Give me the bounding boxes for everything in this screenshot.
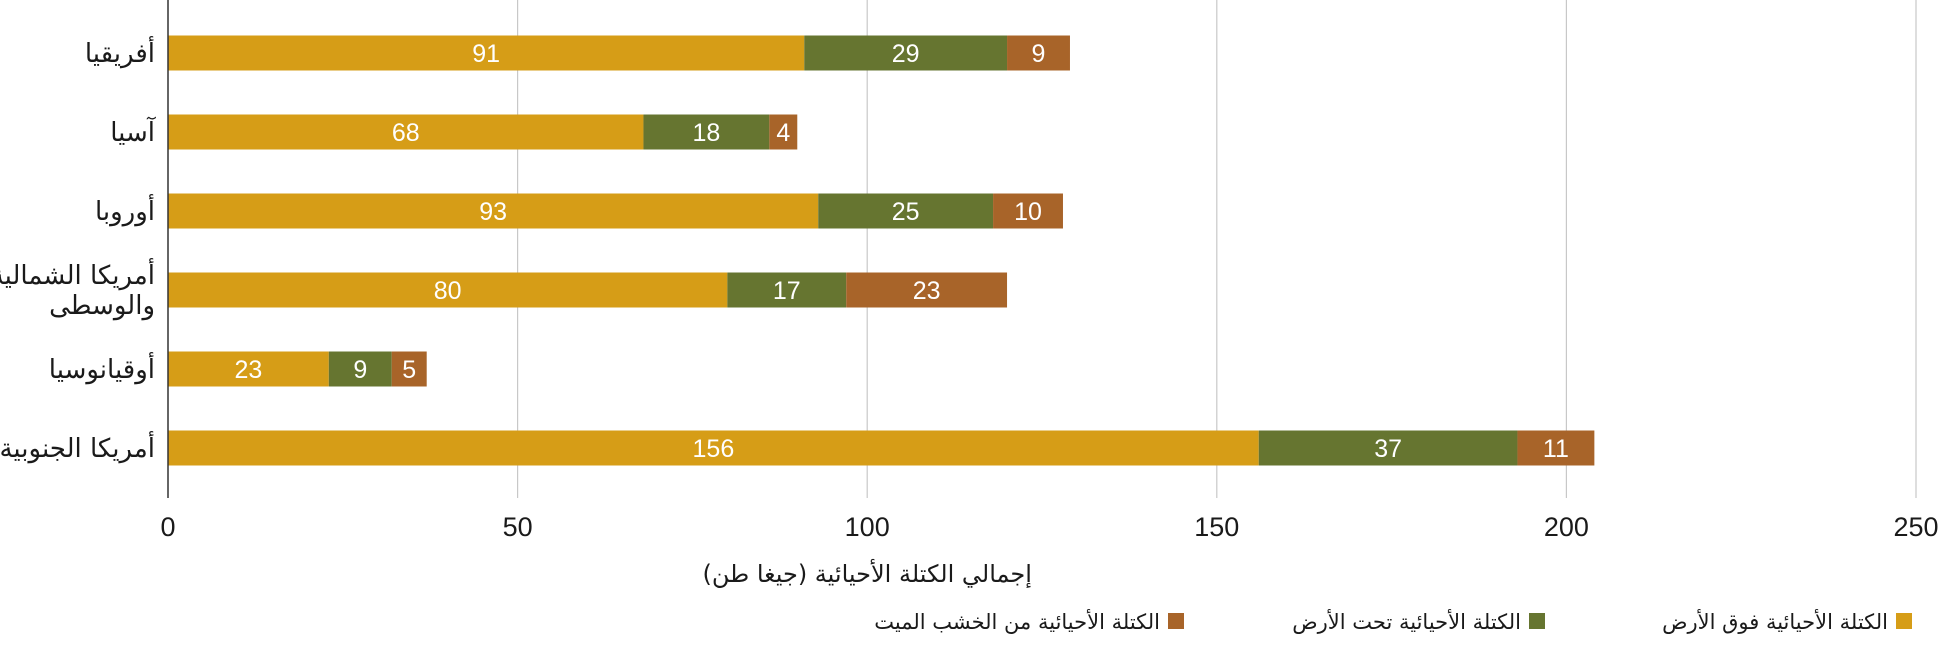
x-tick-label: 0: [160, 512, 175, 542]
category-label: أوروبا: [95, 193, 155, 227]
category-label: أوقيانوسيا: [49, 351, 155, 385]
x-tick-label: 250: [1893, 512, 1938, 542]
bar-value-label: 9: [353, 356, 367, 384]
bars: 91 29 9 68 18 4 93 25 10 80 17 23 23 9 5 156 37 11: [168, 35, 1595, 466]
x-tick-label: 150: [1194, 512, 1239, 542]
bar-segment: [168, 35, 805, 71]
bar-value-label: 37: [1374, 435, 1402, 463]
x-tick-label: 100: [845, 512, 890, 542]
legend-label: الكتلة الأحيائية تحت الأرض: [1292, 609, 1521, 634]
bar-value-label: 23: [913, 277, 941, 305]
legend-label: الكتلة الأحيائية فوق الأرض: [1662, 609, 1888, 634]
bar-value-label: 17: [773, 277, 801, 305]
bar-value-label: 68: [392, 119, 420, 147]
bar-value-label: 4: [776, 119, 790, 147]
bar-value-label: 11: [1543, 435, 1569, 463]
bar-segment: [391, 351, 427, 387]
bar-segment: [168, 430, 1259, 466]
x-tick-label: 200: [1544, 512, 1589, 542]
legend: الكتلة الأحيائية فوق الأرض الكتلة الأحيائ…: [874, 609, 1912, 634]
bar-value-label: 156: [693, 435, 735, 463]
bar-value-label: 25: [892, 198, 920, 226]
bar-value-label: 93: [479, 198, 507, 226]
bar-segment: [168, 272, 728, 308]
category-label: آسيا: [110, 116, 157, 148]
bar-segment: [804, 35, 1008, 71]
category-label: أمريكا الشمالية: [0, 257, 155, 291]
bar-segment: [846, 272, 1008, 308]
bar-value-label: 80: [434, 277, 462, 305]
category-label: أمريكا الجنوبية: [0, 430, 155, 464]
legend-swatch: [1529, 613, 1545, 629]
bar-segment: [993, 193, 1063, 229]
gridlines: [516, 0, 1917, 498]
bar-value-label: 9: [1032, 40, 1046, 68]
bar-segment: [1258, 430, 1518, 466]
legend-label: الكتلة الأحيائية من الخشب الميت: [874, 609, 1160, 634]
bar-segment: [818, 193, 994, 229]
legend-swatch: [1896, 613, 1912, 629]
bar-segment: [643, 114, 770, 150]
bar-value-label: 91: [472, 40, 500, 68]
category-label: أفريقيا: [85, 35, 155, 69]
axes: 0 50 100 150 200 250 إجمالي الكتلة الأحيائية (…: [0, 0, 1939, 589]
bar-segment: [1517, 430, 1595, 466]
bar-value-label: 29: [892, 40, 920, 68]
x-axis-title: إجمالي الكتلة الأحيائية (جيغا طن): [702, 559, 1031, 589]
bar-segment: [168, 193, 819, 229]
bar-value-label: 5: [402, 356, 416, 384]
bar-value-label: 10: [1014, 198, 1042, 226]
bar-segment: [168, 114, 644, 150]
bar-value-label: 18: [692, 119, 720, 147]
bar-value-label: 23: [235, 356, 263, 384]
category-label: والوسطى: [49, 291, 155, 321]
bar-segment: [168, 351, 329, 387]
bar-segment: [769, 114, 798, 150]
bar-segment: [328, 351, 392, 387]
legend-swatch: [1168, 613, 1184, 629]
bar-segment: [1007, 35, 1070, 71]
x-tick-label: 50: [503, 512, 533, 542]
bar-segment: [727, 272, 847, 308]
